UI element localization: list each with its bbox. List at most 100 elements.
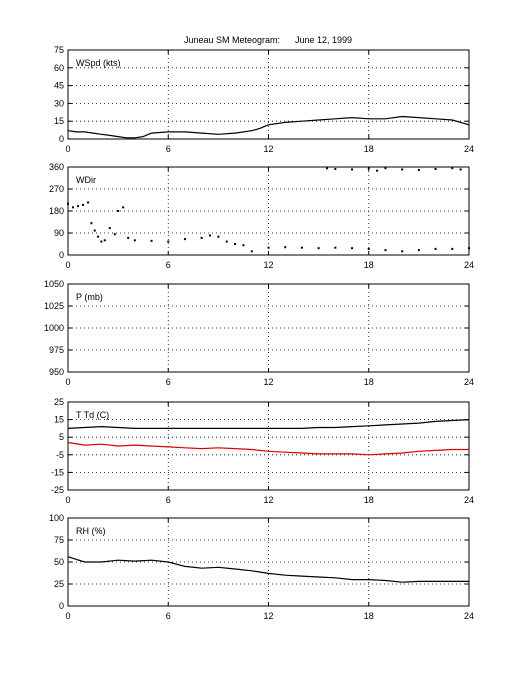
wspd-xtick-label: 18	[364, 144, 374, 154]
wdir-point	[77, 205, 80, 208]
wspd-panel: 0 6 12 18 24 0 15 30 45 60 75 WSpd (kts)	[54, 45, 474, 154]
wspd-ytick-label: 45	[54, 81, 64, 91]
wdir-point	[122, 206, 125, 209]
pressure-panel: 0 6 12 18 24 950 975 1000 1025 1050 P (mb)	[44, 279, 474, 387]
wdir-point	[100, 240, 103, 243]
pressure-xtick-label: 6	[166, 377, 171, 387]
wdir-point	[351, 168, 354, 171]
wdir-series-1	[67, 201, 470, 253]
rh-ytick-label: 0	[59, 601, 64, 611]
rh-ytick-label: 100	[49, 513, 64, 523]
wdir-xtick-label: 18	[364, 260, 374, 270]
pressure-xtick-label: 12	[263, 377, 273, 387]
wdir-point	[367, 247, 370, 250]
wdir-point	[87, 201, 90, 204]
wspd-ytick-label: 60	[54, 63, 64, 73]
wdir-point	[325, 167, 328, 170]
temperature-series-line-1	[67, 419, 470, 429]
rh-ytick-label: 25	[54, 579, 64, 589]
wdir-ytick-label: 270	[49, 184, 64, 194]
pressure-ytick-label: 1050	[44, 279, 64, 289]
wdir-xtick-label: 12	[263, 260, 273, 270]
rh-panel: 0 6 12 18 24 0 25 50 75 100 RH (%)	[49, 513, 474, 621]
temperature-xtick-label: 24	[464, 495, 474, 505]
wdir-point	[108, 227, 111, 230]
wdir-xtick-label: 0	[65, 260, 70, 270]
wdir-point	[103, 239, 106, 242]
wdir-point	[334, 167, 337, 170]
wdir-point	[113, 233, 116, 236]
wdir-point	[127, 236, 130, 239]
wdir-point	[133, 239, 136, 242]
wdir-point	[284, 246, 287, 249]
temperature-ytick-label: 5	[59, 432, 64, 442]
wdir-series-2	[325, 167, 462, 172]
wdir-xtick-label: 24	[464, 260, 474, 270]
wspd-xtick-label: 0	[65, 144, 70, 154]
temperature-ytick-label: -5	[56, 450, 64, 460]
rh-series-line-1	[67, 556, 469, 583]
wdir-point	[250, 250, 253, 253]
wdir-point	[167, 240, 170, 243]
pressure-ytick-label: 1000	[44, 323, 64, 333]
wdir-point	[417, 168, 420, 171]
temperature-xtick-label: 6	[166, 495, 171, 505]
rh-ytick-label: 75	[54, 535, 64, 545]
temperature-xtick-label: 12	[263, 495, 273, 505]
wdir-point	[401, 168, 404, 171]
wdir-point	[117, 210, 120, 212]
wdir-point	[468, 247, 470, 250]
temperature-frame	[67, 401, 470, 491]
wdir-point	[451, 167, 454, 170]
wdir-xtick-label: 6	[166, 260, 171, 270]
wspd-xtick-label: 6	[166, 144, 171, 154]
wdir-label: WDir	[76, 175, 96, 185]
wspd-ytick-label: 15	[54, 116, 64, 126]
wdir-point	[183, 238, 186, 241]
rh-xtick-label: 0	[65, 611, 70, 621]
temperature-ytick-label: 15	[54, 415, 64, 425]
wdir-point	[67, 202, 69, 205]
wdir-ytick-label: 180	[49, 206, 64, 216]
figure-title: Juneau SM Meteogram: June 12, 1999	[184, 35, 352, 45]
rh-xtick-label: 24	[464, 611, 474, 621]
wdir-point	[434, 247, 437, 250]
pressure-xtick-label: 24	[464, 377, 474, 387]
temperature-xtick-label: 0	[65, 495, 70, 505]
wdir-point	[459, 168, 462, 171]
pressure-xtick-label: 0	[65, 377, 70, 387]
wdir-point	[234, 243, 237, 245]
temperature-ytick-label: -25	[51, 485, 64, 495]
wdir-point	[217, 235, 220, 238]
wdir-ytick-label: 0	[59, 250, 64, 260]
wdir-point	[351, 247, 354, 250]
temperature-label: T Td (C)	[76, 410, 109, 420]
wdir-point	[367, 167, 370, 170]
rh-label: RH (%)	[76, 526, 106, 536]
wdir-point	[384, 167, 387, 170]
wdir-frame	[67, 166, 470, 256]
pressure-frame	[67, 283, 470, 373]
wdir-point	[376, 169, 379, 172]
wdir-point	[200, 236, 203, 239]
wspd-ytick-label: 75	[54, 45, 64, 55]
wspd-xtick-label: 12	[263, 144, 273, 154]
wspd-frame	[67, 49, 470, 140]
wdir-ytick-label: 360	[49, 162, 64, 172]
wspd-xtick-label: 24	[464, 144, 474, 154]
wspd-label: WSpd (kts)	[76, 58, 121, 68]
pressure-ytick-label: 950	[49, 367, 64, 377]
wdir-point	[417, 249, 420, 252]
wdir-point	[209, 234, 212, 237]
wdir-point	[267, 246, 270, 249]
wdir-point	[72, 206, 75, 209]
temperature-ytick-label: 25	[54, 397, 64, 407]
temperature-xtick-label: 18	[364, 495, 374, 505]
pressure-ytick-label: 975	[49, 345, 64, 355]
rh-xtick-label: 12	[263, 611, 273, 621]
wdir-point	[90, 222, 93, 225]
temperature-panel: 0 6 12 18 24 -25 -15 -5 5 15 25 T Td (C)	[51, 397, 474, 505]
pressure-label: P (mb)	[76, 292, 103, 302]
